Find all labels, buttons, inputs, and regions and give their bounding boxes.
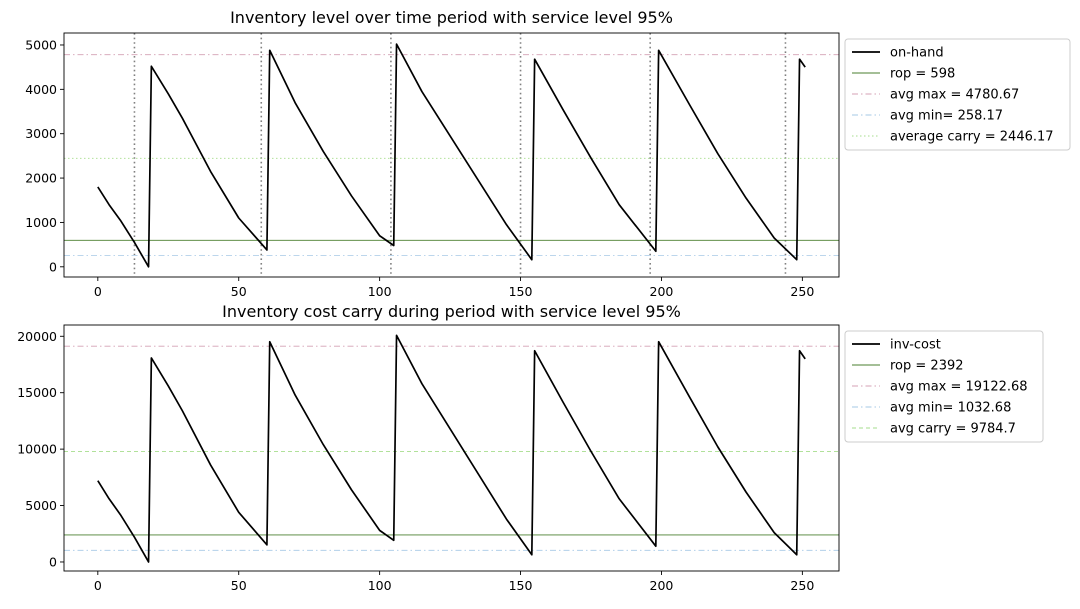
chart-inventory-level: Inventory level over time period with se… xyxy=(25,8,1071,299)
y-tick-label: 2000 xyxy=(25,171,57,186)
y-tick-label: 3000 xyxy=(25,126,57,141)
legend: inv-cost rop = 2392 avg max = 19122.68 avg … xyxy=(844,330,1044,443)
x-tick-label: 200 xyxy=(650,284,674,299)
series-line-inv-cost xyxy=(97,334,806,563)
x-tick-label: 250 xyxy=(790,284,814,299)
legend: on-hand rop = 598 avg max = 4780.67 avg min… xyxy=(844,38,1071,151)
x-tick-label: 0 xyxy=(94,578,102,593)
x-tick-label: 100 xyxy=(368,578,392,593)
legend-label: rop = 2392 xyxy=(890,359,964,374)
y-tick-label: 15000 xyxy=(17,385,57,400)
series-line-on-hand xyxy=(97,43,806,268)
y-tick-label: 0 xyxy=(49,259,57,274)
y-tick-label: 4000 xyxy=(25,82,57,97)
legend-label: avg max = 19122.68 xyxy=(890,380,1028,395)
legend-label: avg carry = 9784.7 xyxy=(890,422,1016,437)
axes-frame xyxy=(63,32,840,278)
legend-label: on-hand xyxy=(890,46,944,61)
y-tick-label: 1000 xyxy=(25,215,57,230)
x-tick-label: 0 xyxy=(94,284,102,299)
y-tick-label: 10000 xyxy=(17,442,57,457)
x-tick-label: 50 xyxy=(231,578,247,593)
legend-box xyxy=(844,330,1044,443)
legend-label: average carry = 2446.17 xyxy=(890,130,1054,145)
axes-frame xyxy=(63,324,840,572)
x-tick-label: 100 xyxy=(368,284,392,299)
legend-box xyxy=(844,38,1071,151)
legend-label: inv-cost xyxy=(890,338,941,353)
plot-area xyxy=(64,33,839,277)
chart-inventory-cost: Inventory cost carry during period with … xyxy=(17,302,1044,593)
legend-label: avg min= 258.17 xyxy=(890,109,1003,124)
y-tick-label: 20000 xyxy=(17,329,57,344)
plot-area xyxy=(64,334,839,563)
chart-title: Inventory cost carry during period with … xyxy=(222,302,681,321)
y-tick-label: 5000 xyxy=(25,37,57,52)
x-tick-label: 50 xyxy=(231,284,247,299)
legend-label: avg max = 4780.67 xyxy=(890,88,1019,103)
y-tick-label: 0 xyxy=(49,554,57,569)
legend-label: avg min= 1032.68 xyxy=(890,401,1011,416)
x-tick-label: 150 xyxy=(509,578,533,593)
x-tick-label: 200 xyxy=(650,578,674,593)
x-tick-label: 250 xyxy=(790,578,814,593)
y-tick-label: 5000 xyxy=(25,498,57,513)
chart-title: Inventory level over time period with se… xyxy=(230,8,673,27)
legend-label: rop = 598 xyxy=(890,67,955,82)
x-tick-label: 150 xyxy=(509,284,533,299)
